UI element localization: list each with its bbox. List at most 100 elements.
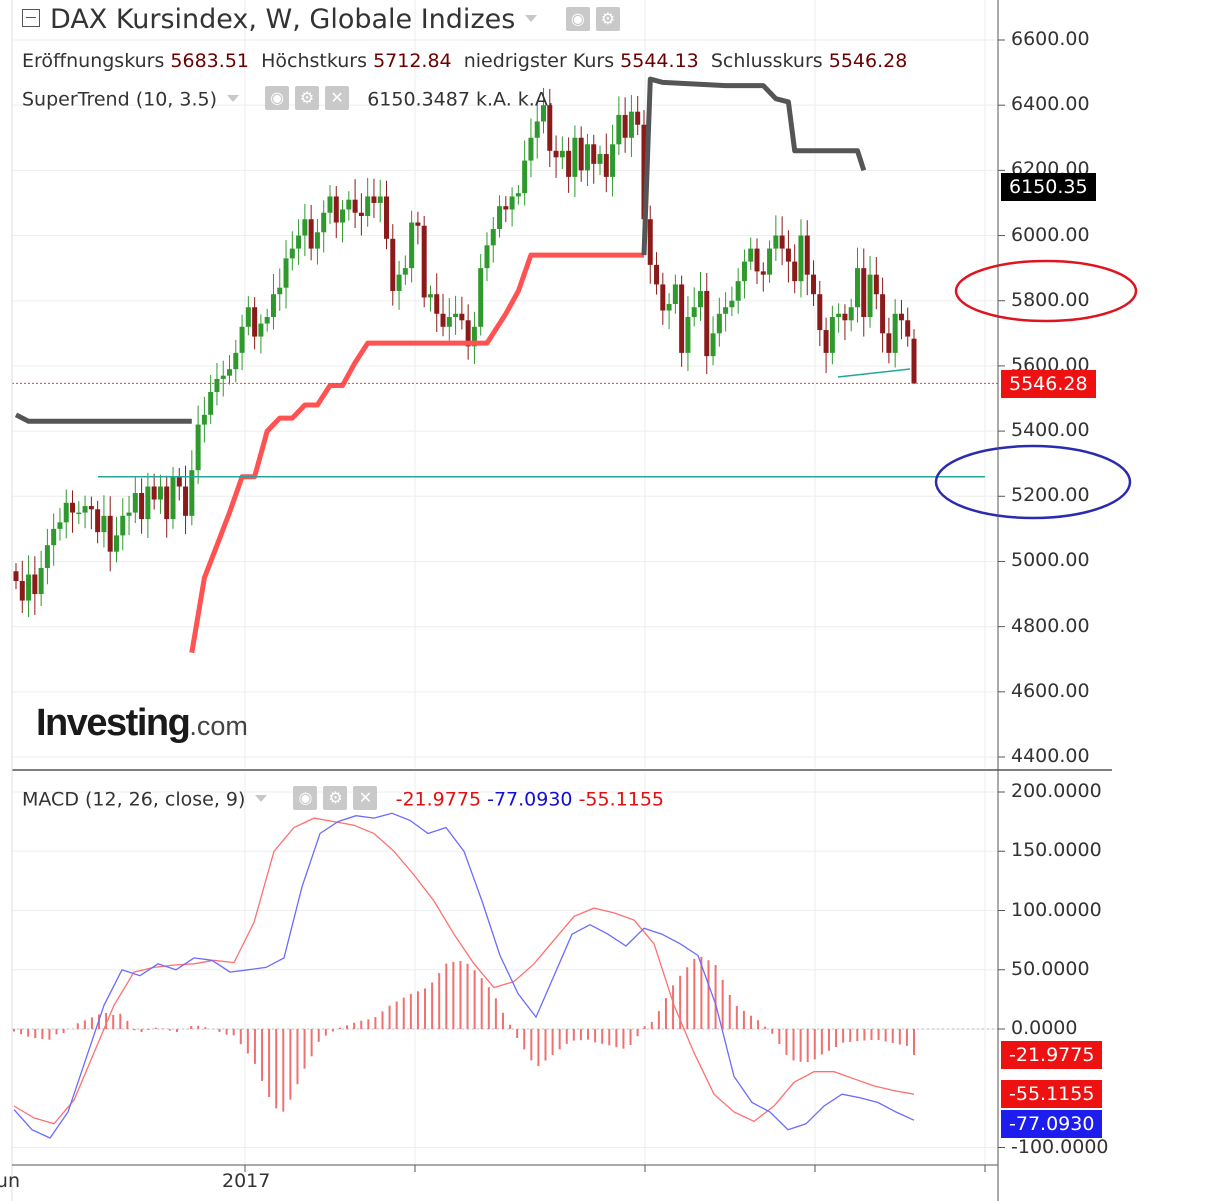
candle-body [245, 307, 251, 327]
candle-body [333, 196, 339, 223]
macd-hist-tag: -21.9775 [1001, 1041, 1103, 1069]
candle-body [723, 307, 729, 314]
y-tick-label: 6000.00 [1011, 223, 1090, 246]
supertrend-price-tag: 6150.35 [1001, 173, 1096, 201]
trend-line [837, 368, 911, 378]
supertrend-value-2: k.A. [475, 88, 512, 111]
macd-line-value: -77.0930 [487, 788, 573, 811]
grid-lines [12, 0, 998, 1165]
candle-body [817, 294, 823, 331]
candle-body [748, 248, 754, 262]
gear-icon[interactable]: ⚙ [295, 86, 320, 110]
candle-body [296, 235, 302, 249]
candle-body [321, 212, 327, 233]
candle-body [503, 206, 509, 210]
candle-body [898, 313, 904, 321]
supertrend-down-line [14, 412, 192, 424]
visibility-eye-icon[interactable]: ◉ [265, 86, 290, 110]
candle-body [641, 124, 647, 220]
close-icon[interactable]: ✕ [353, 786, 378, 810]
y-tick-label: 6400.00 [1011, 93, 1090, 116]
candle-body [151, 486, 157, 500]
candle-body [685, 317, 691, 353]
candle-body [534, 121, 540, 138]
candle-body [76, 512, 82, 515]
candle-body [478, 268, 484, 327]
candle-body [214, 378, 220, 392]
candle-body [415, 222, 421, 226]
close-label: Schlusskurs [710, 50, 823, 72]
candle-body [804, 235, 810, 275]
candle-body [679, 284, 685, 353]
price-candles [13, 87, 917, 618]
candle-body [490, 229, 496, 246]
y-tick-label: 5000.00 [1011, 549, 1090, 572]
candle-body [308, 219, 314, 249]
candle-body [352, 199, 358, 213]
close-value: 5546.28 [828, 50, 908, 72]
low-label: niedrigster Kurs [463, 50, 615, 72]
candle-body [647, 219, 653, 265]
gear-icon[interactable]: ⚙ [595, 6, 620, 31]
candle-body [578, 137, 584, 171]
candle-body [811, 274, 817, 295]
candle-body [201, 414, 207, 425]
candle-body [101, 515, 107, 533]
macd-plot [12, 812, 998, 1139]
supertrend-value: 6150.3487 [367, 88, 470, 111]
macd-legend: MACD (12, 26, close, 9) ◉ ⚙ ✕ -21.9775 -77… [22, 786, 664, 812]
candle-body [547, 105, 553, 151]
chevron-down-icon[interactable] [255, 794, 268, 802]
candle-body [635, 111, 641, 125]
candle-body [785, 248, 791, 262]
visibility-eye-icon[interactable]: ◉ [293, 786, 318, 810]
candle-body [471, 326, 477, 347]
drawn-overlays [12, 259, 1138, 520]
macd-signal-tag: -55.1155 [1001, 1080, 1103, 1108]
candle-body [616, 114, 622, 145]
close-icon[interactable]: ✕ [325, 86, 350, 110]
candle-body [741, 261, 747, 282]
candle-body [26, 574, 32, 601]
candle-body [189, 470, 195, 516]
candle-body [572, 137, 578, 177]
candle-body [327, 196, 333, 213]
candle-body [195, 424, 201, 471]
macd-label: MACD (12, 26, close, 9) [22, 788, 246, 811]
candle-body [528, 137, 534, 161]
candle-body [57, 522, 63, 529]
candle-body [880, 294, 886, 334]
chevron-down-icon[interactable] [227, 94, 240, 102]
candle-body [44, 545, 50, 568]
candle-body [252, 307, 258, 337]
macd-y-tick-label: -100.0000 [1011, 1135, 1109, 1158]
candle-body [183, 486, 189, 516]
candle-body [848, 307, 854, 321]
candle-body [697, 290, 703, 308]
candle-body [597, 154, 603, 164]
macd-y-tick-label: 50.0000 [1011, 957, 1090, 980]
candle-body [566, 150, 572, 177]
supertrend-value-3: k.A. [517, 88, 554, 111]
candle-body [377, 196, 383, 203]
candle-body [88, 506, 94, 510]
supertrend-up-line [189, 252, 644, 654]
collapse-icon[interactable] [22, 8, 40, 27]
visibility-eye-icon[interactable]: ◉ [565, 6, 590, 31]
blue-ellipse [934, 444, 1132, 520]
gear-icon[interactable]: ⚙ [323, 786, 348, 810]
candle-body [842, 313, 848, 321]
candle-body [559, 150, 565, 158]
candle-body [427, 294, 433, 298]
candle-body [497, 206, 503, 230]
chevron-down-icon[interactable] [525, 15, 538, 22]
y-tick-label: 5800.00 [1011, 288, 1090, 311]
candle-body [371, 196, 377, 203]
y-tick-label: 4400.00 [1011, 745, 1090, 767]
supertrend-down-line [641, 76, 867, 256]
candle-body [453, 313, 459, 318]
candle-body [798, 235, 804, 282]
open-label: Eröffnungskurs [22, 50, 165, 72]
candle-body [792, 261, 798, 282]
